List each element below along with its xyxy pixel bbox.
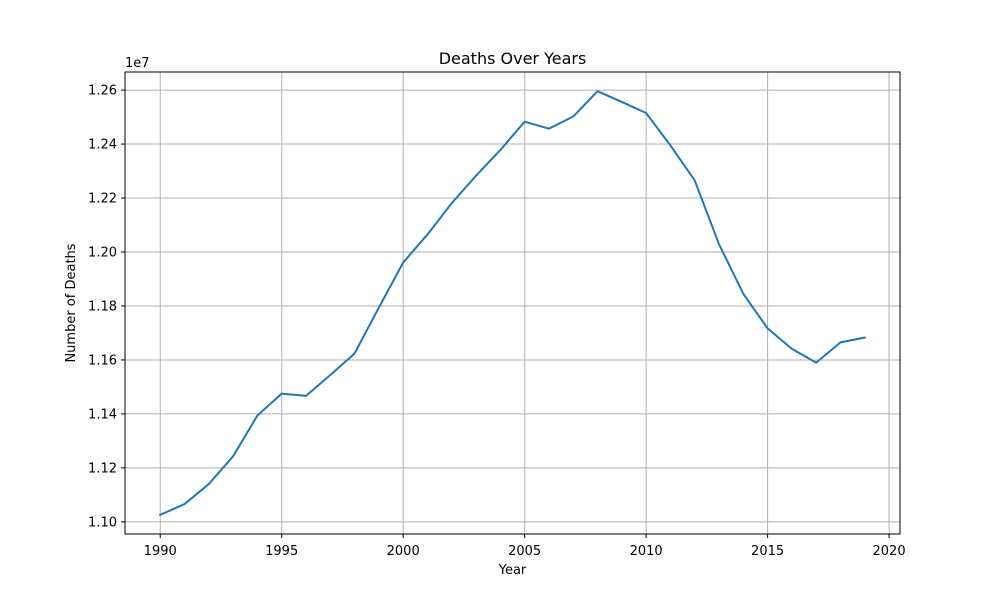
plot-frame: [124, 71, 901, 535]
x-tick-label: 1990: [144, 544, 177, 559]
series-line: [158, 90, 866, 517]
x-tick-label: 2015: [751, 544, 784, 559]
chart-title: Deaths Over Years: [439, 49, 587, 68]
y-axis-label: Number of Deaths: [64, 243, 79, 362]
x-tick-label: 2010: [630, 544, 663, 559]
x-axis-label: Year: [498, 563, 527, 578]
y-tick-label: 1.10: [88, 515, 117, 530]
y-tick-label: 1.16: [88, 353, 117, 368]
y-tick-label: 1.22: [88, 192, 117, 207]
x-tick-label: 2000: [387, 544, 420, 559]
x-tick-label: 2020: [873, 544, 906, 559]
grid: [125, 72, 900, 534]
x-tick-label: 2005: [508, 544, 541, 559]
y-tick-label: 1.26: [88, 84, 117, 99]
y-tick-label: 1.18: [88, 299, 117, 314]
x-axis-ticks: 1990 1995 2000 2005 2010 2015 2020: [144, 534, 906, 559]
y-axis-offset-label: 1e7: [125, 56, 150, 71]
y-tick-label: 1.24: [88, 138, 117, 153]
series-line-group: [158, 90, 866, 517]
y-tick-label: 1.14: [88, 407, 117, 422]
y-axis-ticks: 1.10 1.12 1.14 1.16 1.18 1.20 1.22 1.24 1.26: [88, 84, 125, 530]
y-tick-label: 1.20: [88, 245, 117, 260]
y-tick-label: 1.12: [88, 461, 117, 476]
x-tick-label: 1995: [265, 544, 298, 559]
